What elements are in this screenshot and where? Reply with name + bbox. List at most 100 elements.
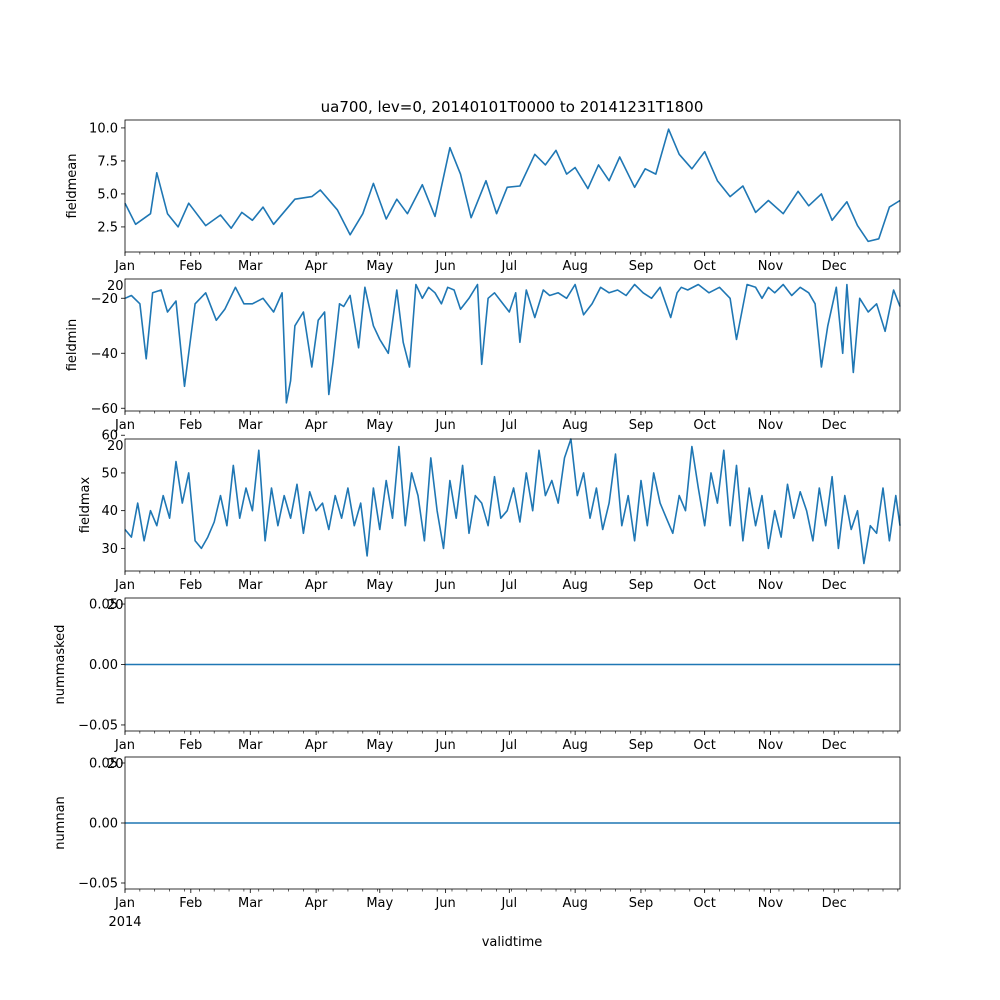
- x-tick-label: Apr: [305, 578, 328, 593]
- x-axis-label: validtime: [482, 935, 543, 950]
- x-tick-label: Nov: [758, 418, 784, 433]
- overlap-year-label: 20: [107, 598, 124, 613]
- y-tick-label: 0.00: [89, 817, 118, 832]
- x-tick-label: May: [366, 259, 393, 274]
- y-tick-label: 40: [101, 504, 118, 519]
- plot-frame-fieldmean: [124, 119, 901, 253]
- x-tick-label: Dec: [822, 738, 847, 753]
- overlap-year-label: 20: [107, 279, 124, 294]
- x-tick-label: Dec: [822, 259, 847, 274]
- panel-fieldmin: −60 −40 −20 Jan Feb Mar Apr May Jun Jul Aug Sep Oct N…: [65, 278, 901, 433]
- y-tick-label: 60: [101, 429, 118, 444]
- overlap-year-label: 20: [107, 757, 124, 772]
- x-tick-label: Oct: [693, 896, 715, 911]
- x-tick-label: Nov: [758, 896, 784, 911]
- series-line-fieldmin: [124, 283, 901, 404]
- y-tick-label: −0.05: [78, 877, 118, 892]
- y-tick-label: 0.05: [89, 757, 118, 772]
- x-tick-label: Apr: [305, 896, 328, 911]
- panel-fieldmax: 30 40 50 60 Jan Feb Mar Apr May Jun Jul Aug Sep Oct No…: [78, 429, 901, 593]
- x-tick-label: May: [366, 418, 393, 433]
- x-tick-label: Dec: [822, 896, 847, 911]
- x-tick-label: Jan: [114, 418, 135, 433]
- x-tick-label: Feb: [179, 578, 202, 593]
- x-tick-label: Jul: [500, 578, 517, 593]
- x-tick-label: Apr: [305, 418, 328, 433]
- x-tick-label: Jun: [434, 259, 455, 274]
- x-tick-label: May: [366, 896, 393, 911]
- y-axis-label: fieldmax: [78, 477, 93, 534]
- x-tick-label: Jul: [500, 418, 517, 433]
- y-tick-label: 0.00: [89, 658, 118, 673]
- x-tick-label: Sep: [629, 578, 654, 593]
- y-tick-label: 10.0: [89, 121, 118, 136]
- x-tick-label: Aug: [562, 738, 587, 753]
- x-tick-label: Sep: [629, 738, 654, 753]
- y-axis-label: fieldmin: [65, 319, 80, 372]
- x-tick-label: Jan: [114, 578, 135, 593]
- x-tick-label: Feb: [179, 259, 202, 274]
- x-tick-label: Apr: [305, 259, 328, 274]
- plot-frame-fieldmax: [124, 438, 901, 572]
- x-tick-label: Mar: [238, 896, 263, 911]
- panel-nummasked: −0.05 0.00 0.05 Jan Feb Mar Apr May Jun Jul Aug Sep…: [53, 598, 901, 753]
- x-tick-label: Oct: [693, 259, 715, 274]
- y-tick-label: −0.05: [78, 718, 118, 733]
- x-tick-label: Aug: [562, 578, 587, 593]
- x-tick-label: Jun: [434, 738, 455, 753]
- y-tick-label: 0.05: [89, 598, 118, 613]
- x-tick-label: May: [366, 578, 393, 593]
- year-label: 2014: [108, 915, 141, 930]
- panel-fieldmean: 2.5 5.0 7.5 10.0 Jan Feb Mar Apr May Jun Jul Aug Sep…: [65, 119, 901, 274]
- x-tick-label: Nov: [758, 738, 784, 753]
- y-axis-label: nummasked: [53, 625, 68, 705]
- x-tick-label: Aug: [562, 259, 587, 274]
- x-tick-label: Oct: [693, 738, 715, 753]
- x-tick-label: Jul: [500, 738, 517, 753]
- y-tick-label: −60: [91, 402, 118, 417]
- y-tick-label: −40: [91, 347, 118, 362]
- x-tick-label: Sep: [629, 418, 654, 433]
- x-tick-label: Mar: [238, 418, 263, 433]
- y-tick-label: 7.5: [97, 154, 118, 169]
- x-tick-label: Nov: [758, 259, 784, 274]
- x-tick-label: Sep: [629, 259, 654, 274]
- x-tick-label: Apr: [305, 738, 328, 753]
- x-tick-label: Mar: [238, 259, 263, 274]
- x-tick-label: Feb: [179, 418, 202, 433]
- y-tick-label: 50: [101, 466, 118, 481]
- x-tick-label: Dec: [822, 418, 847, 433]
- x-tick-label: Mar: [238, 738, 263, 753]
- x-tick-label: Dec: [822, 578, 847, 593]
- y-tick-label: −20: [91, 292, 118, 307]
- x-tick-label: Mar: [238, 578, 263, 593]
- x-tick-label: Oct: [693, 418, 715, 433]
- x-tick-label: Jan: [114, 259, 135, 274]
- figure-title: ua700, lev=0, 20140101T0000 to 20141231T…: [321, 98, 704, 116]
- x-tick-label: Jun: [434, 578, 455, 593]
- y-tick-label: 2.5: [97, 220, 118, 235]
- x-tick-label: Sep: [629, 896, 654, 911]
- overlap-year-label: 20: [107, 439, 124, 454]
- x-tick-label: Oct: [693, 578, 715, 593]
- y-tick-label: 30: [101, 542, 118, 557]
- series-line-fieldmax: [124, 438, 901, 565]
- panels: 2.5 5.0 7.5 10.0 Jan Feb Mar Apr May Jun Jul Aug Sep…: [53, 119, 901, 911]
- x-tick-label: Jan: [114, 896, 135, 911]
- plot-frame-fieldmin: [124, 278, 901, 412]
- x-tick-label: Jun: [434, 418, 455, 433]
- x-tick-label: Aug: [562, 418, 587, 433]
- x-tick-label: Nov: [758, 578, 784, 593]
- x-tick-label: Jul: [500, 896, 517, 911]
- x-tick-label: May: [366, 738, 393, 753]
- y-axis-label: numnan: [53, 796, 68, 850]
- x-tick-label: Aug: [562, 896, 587, 911]
- x-tick-label: Feb: [179, 896, 202, 911]
- y-axis-label: fieldmean: [65, 154, 80, 219]
- panel-numnan: −0.05 0.00 0.05 Jan Feb Mar Apr May Jun Jul Aug Sep…: [53, 757, 901, 911]
- x-tick-label: Jun: [434, 896, 455, 911]
- x-tick-label: Jul: [500, 259, 517, 274]
- y-tick-label: 5.0: [97, 187, 118, 202]
